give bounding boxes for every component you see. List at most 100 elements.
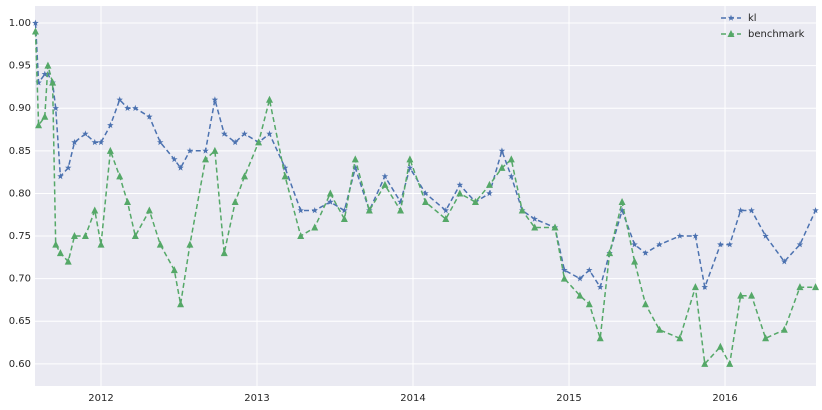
marker	[442, 207, 449, 214]
marker	[32, 19, 39, 26]
marker	[186, 147, 194, 154]
y-tick-label: 0.75	[9, 231, 31, 242]
y-tick-label: 0.60	[9, 359, 31, 370]
marker	[586, 266, 593, 273]
marker	[340, 215, 348, 223]
marker	[186, 240, 194, 248]
marker	[585, 300, 593, 308]
marker	[717, 241, 724, 248]
marker	[211, 146, 219, 154]
marker	[656, 325, 664, 333]
y-tick-label: 0.65	[9, 316, 31, 327]
marker	[124, 197, 132, 205]
marker	[456, 181, 464, 188]
marker	[41, 112, 49, 120]
marker	[171, 156, 178, 163]
marker	[52, 240, 60, 248]
marker	[156, 240, 164, 248]
marker	[551, 223, 559, 231]
marker	[692, 232, 699, 239]
marker	[631, 241, 638, 248]
legend-marker	[727, 14, 735, 21]
marker	[606, 249, 614, 257]
marker	[145, 206, 153, 214]
marker	[177, 164, 184, 171]
marker	[71, 138, 78, 146]
marker	[397, 198, 404, 205]
y-tick-label: 0.90	[9, 103, 31, 114]
marker	[781, 258, 788, 265]
marker	[406, 164, 414, 171]
marker	[81, 232, 89, 240]
x-tick-label: 2012	[88, 393, 113, 404]
marker	[106, 146, 114, 154]
marker	[124, 104, 131, 111]
y-tick-label: 0.80	[9, 188, 31, 199]
marker	[442, 215, 450, 223]
marker	[297, 232, 305, 240]
marker	[701, 283, 708, 290]
marker	[596, 334, 604, 342]
marker	[406, 155, 414, 163]
marker	[762, 334, 770, 342]
marker	[812, 207, 819, 214]
y-tick-label: 1.00	[9, 18, 31, 29]
marker	[265, 95, 273, 103]
marker	[266, 130, 273, 137]
marker	[576, 275, 584, 282]
marker	[508, 173, 515, 180]
marker	[381, 180, 389, 188]
marker	[748, 291, 756, 299]
marker	[255, 138, 263, 146]
marker	[812, 283, 820, 291]
marker	[726, 359, 734, 367]
marker	[131, 232, 139, 240]
marker	[49, 78, 57, 86]
marker	[726, 241, 733, 248]
marker	[471, 197, 479, 205]
marker	[35, 121, 43, 129]
legend-label: benchmark	[748, 29, 805, 40]
marker	[381, 173, 389, 180]
marker	[31, 27, 39, 35]
marker	[618, 207, 626, 214]
marker	[202, 147, 209, 154]
marker	[52, 104, 59, 111]
marker	[241, 172, 249, 180]
marker	[352, 164, 359, 171]
marker	[44, 61, 52, 69]
marker	[146, 113, 153, 120]
marker	[177, 300, 185, 308]
y-tick-label: 0.95	[9, 61, 31, 72]
marker	[656, 241, 663, 248]
marker	[170, 266, 178, 274]
marker	[716, 342, 724, 350]
marker	[498, 147, 506, 154]
marker	[456, 189, 464, 197]
marker	[762, 232, 769, 239]
marker	[65, 164, 72, 171]
plot-area	[35, 6, 816, 386]
marker	[327, 198, 334, 205]
marker	[35, 79, 42, 86]
marker	[737, 207, 744, 214]
y-tick-label: 0.70	[9, 274, 31, 285]
marker	[642, 249, 649, 256]
marker	[796, 283, 804, 291]
marker	[64, 257, 72, 265]
marker	[531, 215, 538, 222]
marker	[132, 104, 139, 111]
y-tick-label: 0.85	[9, 146, 31, 157]
marker	[518, 206, 526, 214]
marker	[351, 155, 359, 163]
marker	[281, 172, 289, 180]
marker	[116, 96, 123, 103]
marker	[311, 207, 318, 214]
marker	[57, 173, 64, 180]
marker	[91, 138, 98, 146]
marker	[56, 249, 64, 257]
marker	[326, 189, 334, 197]
marker	[202, 155, 210, 163]
marker	[737, 291, 745, 299]
marker	[241, 130, 248, 137]
